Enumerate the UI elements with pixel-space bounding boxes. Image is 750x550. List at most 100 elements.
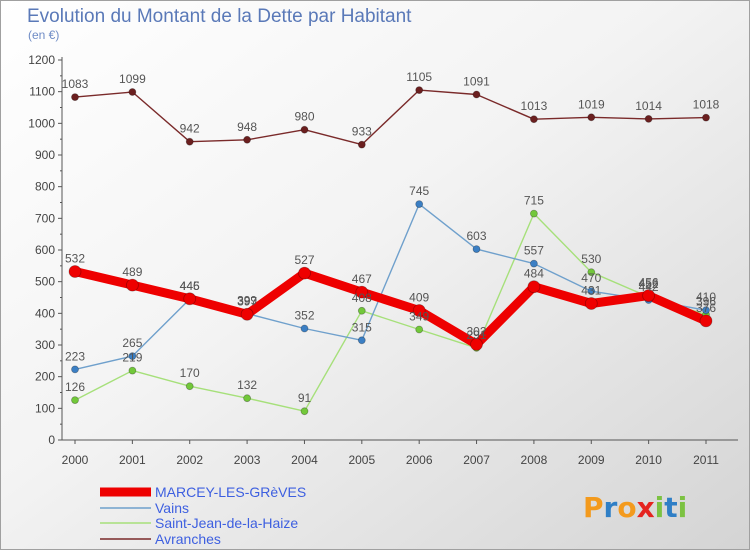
point-vains-2000 [71,365,79,374]
data-label-avranches-2007: 1091 [463,75,490,89]
series-line-saint-jean-de-la-haize [74,212,707,412]
point-vains-2009 [587,287,596,296]
data-label-avranches-2009: 1019 [578,97,605,111]
data-label-avranches-2000: 1083 [62,77,89,91]
chart-title: Evolution du Montant de la Dette par Hab… [27,6,412,27]
data-label-vains-2004: 352 [294,309,314,323]
point-marcey-les-greves-2000 [68,265,82,278]
data-label-vains-2007: 603 [466,229,486,243]
data-label-marcey-les-greves-2004: 527 [294,253,314,267]
data-label-marcey-les-greves-2003: 397 [237,294,257,308]
legend-label: Vains [155,500,189,516]
y-tick-label: 1000 [28,116,55,130]
data-label-saint-jean-de-la-haize-2007: 291 [466,328,486,342]
data-label-marcey-les-greves-2002: 446 [180,279,200,293]
legend: MARCEY-LES-GRèVESVainsSaint-Jean-de-la-H… [100,484,306,547]
data-label-marcey-les-greves-2010: 456 [639,276,659,290]
point-vains-2005 [357,336,366,345]
y-tick-label: 500 [35,275,55,289]
axes: 0 100 200 300 400 500 600 700 800 900 1000 1100 1200… [28,53,738,467]
point-saint-jean-de-la-haize-2005 [357,306,366,315]
series-line-marcey-les-greves [70,267,711,349]
data-label-marcey-les-greves-2009: 431 [581,284,601,298]
x-tick-label: 2010 [635,453,662,467]
point-saint-jean-de-la-haize-2006 [415,325,424,334]
point-marcey-les-greves-2005 [355,285,369,299]
data-label-saint-jean-de-la-haize-2003: 132 [237,378,257,392]
point-avranches-2000 [71,93,79,101]
data-label-marcey-les-greves-2006: 409 [409,291,429,305]
data-label-avranches-2001: 1099 [119,72,146,86]
data-label-marcey-les-greves-2000: 532 [65,252,85,266]
legend-item-saint-jean-de-la-haize: Saint-Jean-de-la-Haize [100,515,298,531]
x-tick-label: 2003 [234,453,261,467]
data-label-vains-2010: 442 [639,280,659,294]
point-avranches-2005 [357,140,366,149]
data-label-avranches-2011: 1018 [693,98,720,112]
logo-letter: t [664,491,677,524]
data-label-saint-jean-de-la-haize-2008: 715 [524,194,544,208]
point-marcey-les-greves-2011 [699,314,713,328]
x-tick-label: 2000 [62,453,89,467]
data-label-avranches-2010: 1014 [635,99,662,113]
y-tick-label: 0 [48,433,55,447]
point-vains-2006 [415,200,424,209]
point-marcey-les-greves-2001 [125,278,139,292]
data-label-saint-jean-de-la-haize-2000: 126 [65,380,85,394]
x-tick-label: 2007 [463,453,490,467]
x-tick-label: 2011 [693,453,719,467]
data-label-saint-jean-de-la-haize-2011: 396 [696,295,716,309]
point-avranches-2004 [300,125,309,134]
data-label-vains-2002: 445 [180,279,200,293]
point-avranches-2006 [415,86,424,94]
point-saint-jean-de-la-haize-2003 [243,394,252,403]
data-label-saint-jean-de-la-haize-2001: 219 [122,351,142,365]
legend-label: MARCEY-LES-GRèVES [155,484,306,500]
data-label-avranches-2005: 933 [352,125,372,139]
data-label-saint-jean-de-la-haize-2002: 170 [180,366,200,380]
point-saint-jean-de-la-haize-2009 [587,268,596,277]
y-tick-label: 400 [35,306,55,320]
data-label-vains-2000: 223 [65,349,85,363]
data-label-vains-2011: 410 [696,290,716,304]
data-label-saint-jean-de-la-haize-2005: 408 [352,291,372,305]
point-vains-2008 [530,259,538,268]
data-label-marcey-les-greves-2005: 467 [352,272,372,286]
point-marcey-les-greves-2004 [298,266,311,280]
x-tick-label: 2005 [348,453,375,467]
data-label-marcey-les-greves-2008: 484 [524,267,544,281]
y-tick-label: 300 [35,338,55,352]
data-labels: 1083 1099 942 948 980 933 1105 1091 1013 1019 1014… [62,70,720,405]
point-avranches-2001 [128,88,137,96]
series-line-avranches [74,89,707,146]
y-tick-label: 600 [35,243,55,257]
logo-letter: x [637,491,655,524]
logo-letter: i [678,491,688,524]
point-marcey-les-greves-2002 [183,292,197,306]
y-tick-label: 700 [35,211,55,225]
data-label-marcey-les-greves-2011: 376 [696,301,716,315]
data-label-vains-2006: 745 [409,184,429,198]
y-tick-label: 1200 [28,53,55,67]
point-saint-jean-de-la-haize-2008 [530,209,538,218]
proxiti-logo-text: Proxiti [583,491,687,524]
point-marcey-les-greves-2007 [470,337,483,351]
data-label-saint-jean-de-la-haize-2009: 530 [581,252,601,266]
data-label-vains-2005: 315 [352,320,372,334]
y-tick-label: 800 [35,180,55,194]
point-marcey-les-greves-2008 [527,280,541,294]
point-vains-2001 [128,352,137,361]
point-saint-jean-de-la-haize-2000 [71,396,79,405]
point-avranches-2003 [243,135,252,144]
x-tick-label: 2002 [176,453,203,467]
logo-letter: i [655,491,665,524]
point-vains-2011 [702,306,710,315]
data-label-vains-2009: 470 [581,271,601,285]
point-avranches-2002 [185,137,194,146]
point-avranches-2010 [644,115,653,123]
legend-label: Saint-Jean-de-la-Haize [155,515,298,531]
point-marcey-les-greves-2009 [584,297,598,310]
legend-item-vains: Vains [100,500,189,516]
data-label-saint-jean-de-la-haize-2010: 452 [639,277,659,291]
